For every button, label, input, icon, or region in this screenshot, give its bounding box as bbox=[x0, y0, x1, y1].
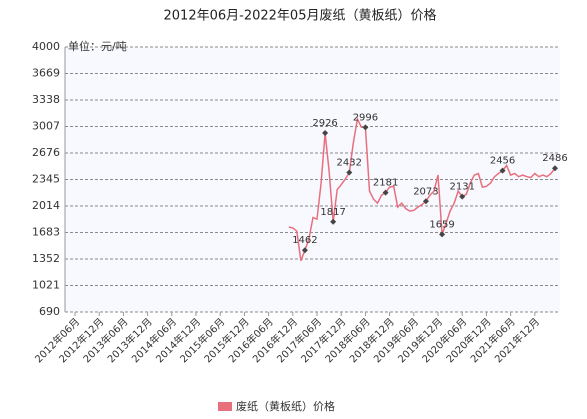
point bbox=[499, 167, 506, 174]
data-label: 2432 bbox=[337, 158, 362, 169]
point bbox=[362, 124, 369, 131]
data-label: 2926 bbox=[312, 118, 337, 129]
point bbox=[459, 193, 466, 200]
y-tick-label: 690 bbox=[39, 305, 60, 318]
y-tick-label: 3007 bbox=[32, 120, 60, 133]
point bbox=[322, 129, 329, 136]
point bbox=[301, 247, 308, 254]
data-label: 2456 bbox=[490, 156, 515, 167]
point bbox=[382, 189, 389, 196]
y-tick-label: 2676 bbox=[32, 146, 60, 159]
data-label: 1817 bbox=[320, 207, 345, 218]
y-tick-label: 2345 bbox=[32, 173, 60, 186]
point bbox=[330, 218, 337, 225]
point bbox=[439, 231, 446, 238]
y-tick-label: 2014 bbox=[32, 199, 60, 212]
y-tick-label: 1352 bbox=[32, 252, 60, 265]
y-tick-label: 3669 bbox=[32, 67, 60, 80]
data-label: 2181 bbox=[373, 178, 398, 189]
y-tick-label: 3338 bbox=[32, 93, 60, 106]
point bbox=[346, 169, 353, 176]
data-label: 1659 bbox=[429, 219, 454, 230]
data-label: 2073 bbox=[413, 186, 438, 197]
data-label: 1462 bbox=[292, 235, 317, 246]
legend-label: 废纸（黄板纸）价格 bbox=[236, 399, 335, 413]
chart-title: 2012年06月-2022年05月废纸（黄板纸）价格 bbox=[164, 8, 437, 24]
data-label: 2486 bbox=[542, 153, 567, 164]
y-axis-label: 单位：元/吨 bbox=[68, 39, 127, 53]
data-label: 2131 bbox=[450, 182, 475, 193]
y-tick-label: 1021 bbox=[32, 279, 60, 292]
legend-swatch bbox=[218, 402, 232, 411]
point bbox=[552, 165, 558, 172]
data-label: 2996 bbox=[353, 112, 378, 123]
y-tick-label: 1683 bbox=[32, 226, 60, 239]
point bbox=[422, 198, 429, 205]
y-tick-label: 4000 bbox=[32, 40, 60, 53]
